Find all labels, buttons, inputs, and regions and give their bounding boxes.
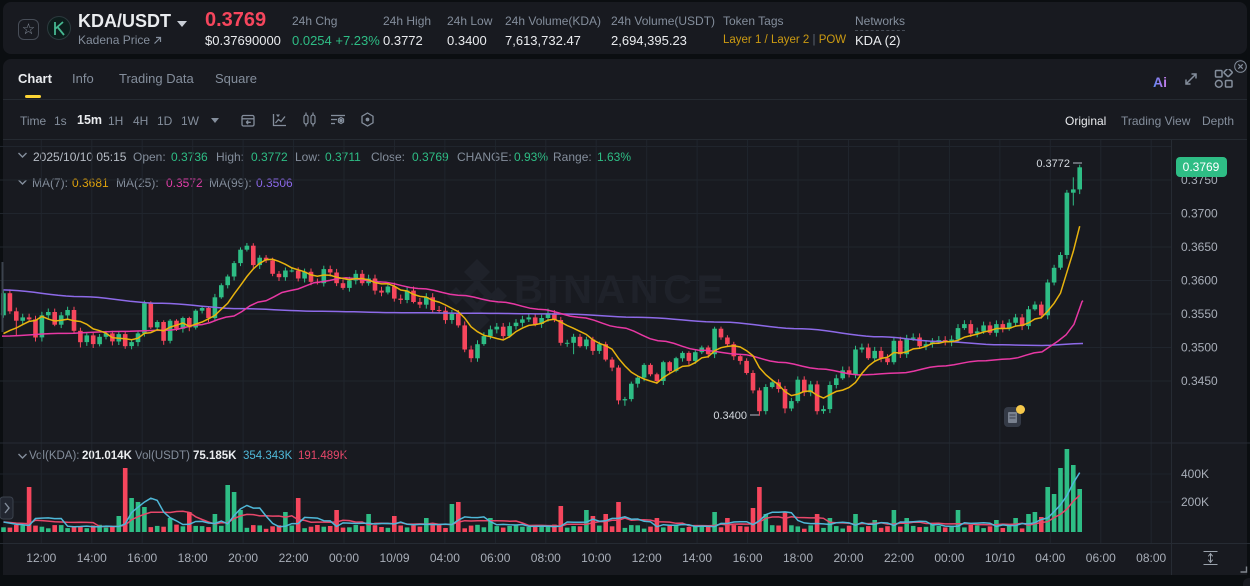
- svg-text:06:00: 06:00: [480, 551, 510, 565]
- svg-text:0.3550: 0.3550: [1181, 307, 1218, 321]
- svg-text:22:00: 22:00: [279, 551, 309, 565]
- svg-text:04:00: 04:00: [1035, 551, 1065, 565]
- svg-text:12:00: 12:00: [26, 551, 56, 565]
- svg-text:14:00: 14:00: [77, 551, 107, 565]
- svg-text:08:00: 08:00: [531, 551, 561, 565]
- svg-text:14:00: 14:00: [682, 551, 712, 565]
- svg-text:04:00: 04:00: [430, 551, 460, 565]
- svg-text:18:00: 18:00: [783, 551, 813, 565]
- svg-text:0.3772: 0.3772: [1036, 158, 1070, 170]
- svg-text:20:00: 20:00: [228, 551, 258, 565]
- svg-text:10:00: 10:00: [581, 551, 611, 565]
- svg-text:0.3450: 0.3450: [1181, 374, 1218, 388]
- svg-text:400K: 400K: [1181, 467, 1209, 481]
- svg-text:10/10: 10/10: [985, 551, 1015, 565]
- svg-text:0.3400: 0.3400: [713, 410, 747, 422]
- svg-text:16:00: 16:00: [127, 551, 157, 565]
- svg-text:06:00: 06:00: [1086, 551, 1116, 565]
- svg-text:0.3600: 0.3600: [1181, 274, 1218, 288]
- svg-text:00:00: 00:00: [934, 551, 964, 565]
- svg-text:0.3650: 0.3650: [1181, 240, 1218, 254]
- svg-text:0.3700: 0.3700: [1181, 207, 1218, 221]
- svg-text:20:00: 20:00: [833, 551, 863, 565]
- svg-text:18:00: 18:00: [178, 551, 208, 565]
- svg-text:12:00: 12:00: [632, 551, 662, 565]
- svg-text:0.3769: 0.3769: [1183, 160, 1220, 174]
- svg-text:BINANCE: BINANCE: [514, 268, 728, 312]
- svg-text:10/09: 10/09: [379, 551, 409, 565]
- svg-text:16:00: 16:00: [733, 551, 763, 565]
- svg-text:00:00: 00:00: [329, 551, 359, 565]
- svg-text:08:00: 08:00: [1136, 551, 1166, 565]
- svg-text:0.3500: 0.3500: [1181, 341, 1218, 355]
- svg-text:22:00: 22:00: [884, 551, 914, 565]
- svg-text:200K: 200K: [1181, 495, 1209, 509]
